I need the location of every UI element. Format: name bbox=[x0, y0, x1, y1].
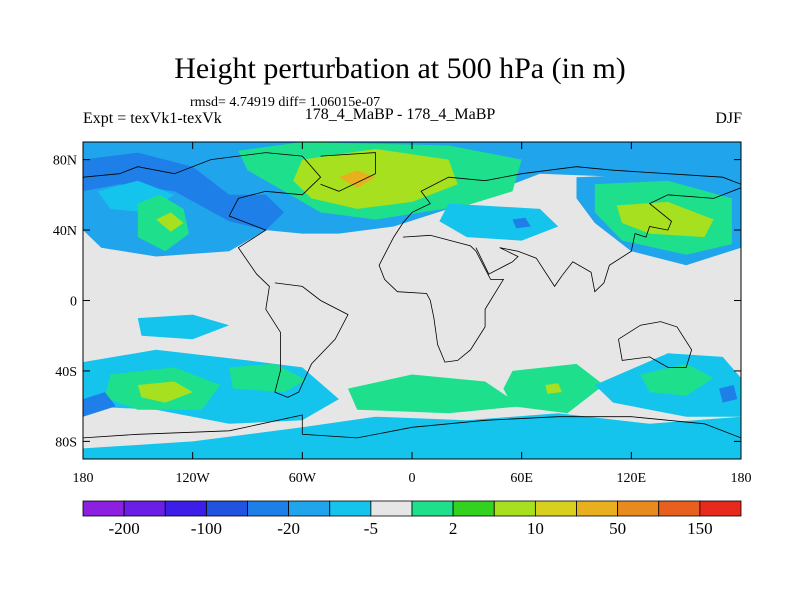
contour-fill-blue bbox=[719, 385, 738, 403]
y-tick-label: 80N bbox=[53, 154, 77, 169]
colorbar-box bbox=[576, 500, 619, 517]
y-tick-label: 0 bbox=[70, 295, 77, 310]
contour-fill-green bbox=[640, 363, 714, 396]
colorbar-box bbox=[288, 500, 331, 517]
axes: 80N 40N 0 40S 80S 180 120W 60W 0 60E 120E 180 bbox=[53, 142, 752, 486]
case-label: 178_4_MaBP - 178_4_MaBP bbox=[304, 106, 496, 123]
x-tick-label: 120E bbox=[617, 471, 647, 486]
y-tick-label: 80S bbox=[55, 435, 77, 450]
colorbar-box bbox=[658, 500, 701, 517]
contour-fill-lime bbox=[137, 381, 193, 403]
coastline bbox=[83, 152, 322, 398]
contour-fill-cyan bbox=[137, 314, 230, 340]
colorbar-box bbox=[452, 500, 495, 517]
x-tick-label: 180 bbox=[731, 471, 752, 486]
contour-fill-blue bbox=[83, 392, 116, 417]
colorbar-label: 2 bbox=[449, 519, 458, 538]
colorbar-label: -200 bbox=[109, 519, 140, 538]
x-tick-label: 60W bbox=[289, 471, 317, 486]
x-tick-label: 60E bbox=[510, 471, 533, 486]
contour-fill-lime bbox=[545, 383, 562, 394]
colorbar-box bbox=[164, 500, 207, 517]
colorbar-box bbox=[123, 500, 166, 517]
contour-fill-cyan bbox=[83, 413, 741, 459]
coastline bbox=[618, 321, 693, 368]
colorbar-box bbox=[247, 500, 290, 517]
stats-annotation: rmsd= 4.74919 diff= 1.06015e-07 bbox=[190, 95, 381, 110]
colorbar-box bbox=[617, 500, 660, 517]
coastline bbox=[320, 152, 376, 192]
chart-title: Height perturbation at 500 hPa (in m) bbox=[174, 52, 626, 85]
experiment-label: Expt = texVk1-texVk bbox=[83, 110, 222, 127]
colorbar-box bbox=[699, 500, 742, 517]
colorbar: -200 -100 -20 -5 2 10 50 150 bbox=[82, 500, 742, 538]
colorbar-box bbox=[493, 500, 536, 517]
colorbar-label: -20 bbox=[277, 519, 300, 538]
x-tick-label: 120W bbox=[176, 471, 211, 486]
season-label: DJF bbox=[715, 110, 742, 127]
colorbar-label: -5 bbox=[364, 519, 378, 538]
contour-fill-blue bbox=[83, 152, 285, 231]
y-tick-label: 40S bbox=[55, 365, 77, 380]
colorbar-box bbox=[82, 500, 125, 517]
colorbar-box bbox=[534, 500, 577, 517]
coastline bbox=[393, 166, 741, 238]
y-tick-label: 40N bbox=[53, 224, 77, 239]
coastline bbox=[475, 187, 741, 293]
contour-fill-lime bbox=[616, 201, 714, 238]
contour-fill-green bbox=[229, 363, 306, 393]
colorbar-label: 150 bbox=[687, 519, 713, 538]
colorbar-label: 50 bbox=[609, 519, 626, 538]
colorbar-box bbox=[205, 500, 248, 517]
contour-fill-lime bbox=[156, 212, 184, 232]
x-tick-label: 0 bbox=[409, 471, 416, 486]
colorbar-box bbox=[370, 500, 413, 517]
x-tick-label: 180 bbox=[73, 471, 94, 486]
contour-fill-blue bbox=[512, 217, 531, 229]
contour-fill-green bbox=[348, 374, 522, 414]
contour-fill-cyan bbox=[439, 203, 559, 241]
colorbar-label: -100 bbox=[191, 519, 222, 538]
colorbar-label: 10 bbox=[527, 519, 544, 538]
contour-fill-lime bbox=[293, 149, 458, 209]
coastline bbox=[378, 234, 505, 363]
coastline bbox=[274, 282, 349, 398]
map-area bbox=[83, 142, 741, 459]
colorbar-box bbox=[411, 500, 454, 517]
contour-fill-orange bbox=[338, 170, 376, 188]
coastline bbox=[83, 414, 741, 439]
colorbar-box bbox=[329, 500, 372, 517]
